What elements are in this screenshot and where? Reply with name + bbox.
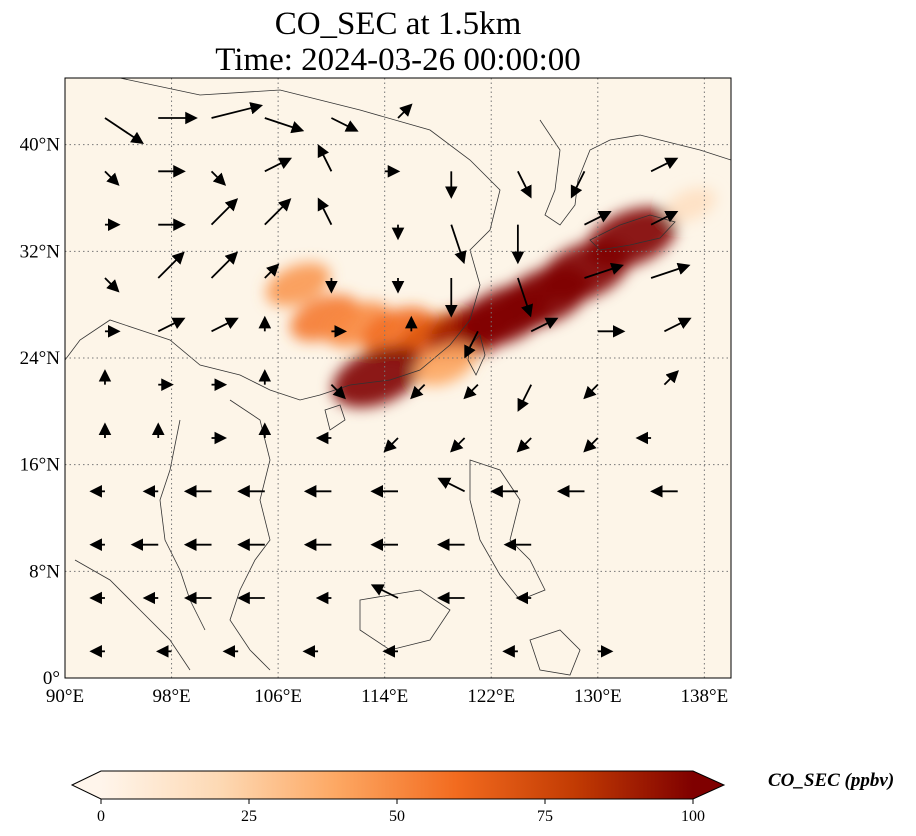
wind-arrow-9 bbox=[264, 157, 293, 173]
wind-arrow-14 bbox=[570, 170, 586, 199]
lon-tick-label: 90°E bbox=[46, 686, 84, 707]
colorbar-min-extend bbox=[72, 771, 101, 799]
wind-arrow-51 bbox=[410, 384, 426, 400]
wind-vectors bbox=[89, 102, 692, 658]
lat-tick-label: 32°N bbox=[20, 241, 61, 262]
wind-arrow-43 bbox=[530, 317, 559, 333]
lon-tick-label: 130°E bbox=[574, 686, 622, 707]
wind-arrow-72 bbox=[437, 477, 466, 493]
wind-arrow-4 bbox=[330, 117, 359, 132]
lon-tick-label: 98°E bbox=[152, 686, 190, 707]
wind-arrow-20 bbox=[317, 197, 333, 226]
plume-12 bbox=[666, 187, 716, 222]
lat-tick-label: 8°N bbox=[29, 561, 60, 582]
wind-arrow-25 bbox=[650, 211, 679, 226]
plume-10 bbox=[332, 345, 424, 408]
wind-arrow-37 bbox=[157, 317, 186, 333]
wind-arrow-13 bbox=[517, 170, 532, 199]
lon-tick-label: 114°E bbox=[361, 686, 408, 707]
map-frame bbox=[64, 77, 732, 679]
wind-arrow-52 bbox=[463, 384, 479, 400]
wind-arrow-53 bbox=[517, 384, 533, 412]
title-line-2: Time: 2024-03-26 00:00:00 bbox=[215, 42, 581, 78]
wind-arrow-89 bbox=[370, 584, 399, 599]
wind-arrow-5 bbox=[397, 103, 413, 119]
wind-arrow-61 bbox=[383, 437, 399, 453]
wind-arrow-28 bbox=[210, 251, 239, 279]
wind-arrow-0 bbox=[104, 117, 144, 144]
wind-arrow-19 bbox=[264, 198, 292, 226]
colorbar-max-extend bbox=[693, 771, 724, 799]
wind-arrow-6 bbox=[104, 170, 120, 186]
plume-0 bbox=[265, 262, 331, 307]
lat-tick-label: 24°N bbox=[20, 348, 61, 369]
lon-tick-label: 138°E bbox=[681, 686, 729, 707]
plume-11 bbox=[413, 343, 476, 386]
longitude-ticks: 90°E 98°E 106°E 114°E 122°E 130°E 138°E bbox=[46, 686, 728, 707]
wind-arrow-18 bbox=[210, 198, 239, 226]
wind-arrow-64 bbox=[583, 437, 599, 453]
colorbar-tick-label: 0 bbox=[97, 808, 105, 825]
colorbar-tick-label: 25 bbox=[241, 808, 257, 825]
wind-arrow-62 bbox=[450, 437, 466, 453]
lon-tick-label: 106°E bbox=[254, 686, 302, 707]
lat-tick-label: 0° bbox=[43, 668, 60, 689]
wind-arrow-8 bbox=[210, 170, 227, 186]
wind-arrow-2 bbox=[211, 102, 264, 119]
wind-arrow-35 bbox=[650, 262, 691, 279]
wind-arrow-24 bbox=[584, 211, 612, 226]
colorbar: 0 25 50 75 100 bbox=[70, 770, 726, 825]
lat-tick-label: 16°N bbox=[20, 455, 61, 476]
colorbar-tick-label: 75 bbox=[537, 808, 553, 825]
colorbar-tick-label: 100 bbox=[681, 808, 705, 825]
colorbar-tick-label: 50 bbox=[389, 808, 405, 825]
lat-tick-label: 40°N bbox=[20, 135, 61, 156]
wind-arrow-26 bbox=[104, 277, 120, 293]
wind-arrow-27 bbox=[157, 251, 185, 279]
wind-arrow-33 bbox=[517, 277, 534, 318]
latitude-ticks: 0° 8°N 16°N 24°N 32°N 40°N bbox=[20, 135, 61, 689]
wind-arrow-63 bbox=[516, 437, 532, 453]
colorbar-gradient bbox=[101, 771, 693, 799]
wind-arrow-42 bbox=[464, 330, 479, 359]
wind-arrow-55 bbox=[663, 370, 679, 386]
wind-arrow-3 bbox=[264, 117, 305, 134]
title-line-1: CO_SEC at 1.5km bbox=[274, 6, 522, 42]
wind-arrow-22 bbox=[450, 224, 467, 265]
wind-arrow-34 bbox=[584, 262, 624, 279]
wind-arrow-10 bbox=[317, 144, 333, 172]
wind-arrow-38 bbox=[211, 317, 239, 333]
colorbar-label: CO_SEC (ppbv) bbox=[768, 770, 895, 791]
wind-arrow-54 bbox=[583, 384, 599, 400]
lon-tick-label: 122°E bbox=[467, 686, 515, 707]
wind-arrow-45 bbox=[663, 317, 692, 333]
wind-arrow-50 bbox=[330, 384, 346, 400]
wind-arrow-29 bbox=[264, 263, 280, 279]
wind-arrow-15 bbox=[650, 157, 679, 173]
coastlines bbox=[65, 78, 731, 676]
